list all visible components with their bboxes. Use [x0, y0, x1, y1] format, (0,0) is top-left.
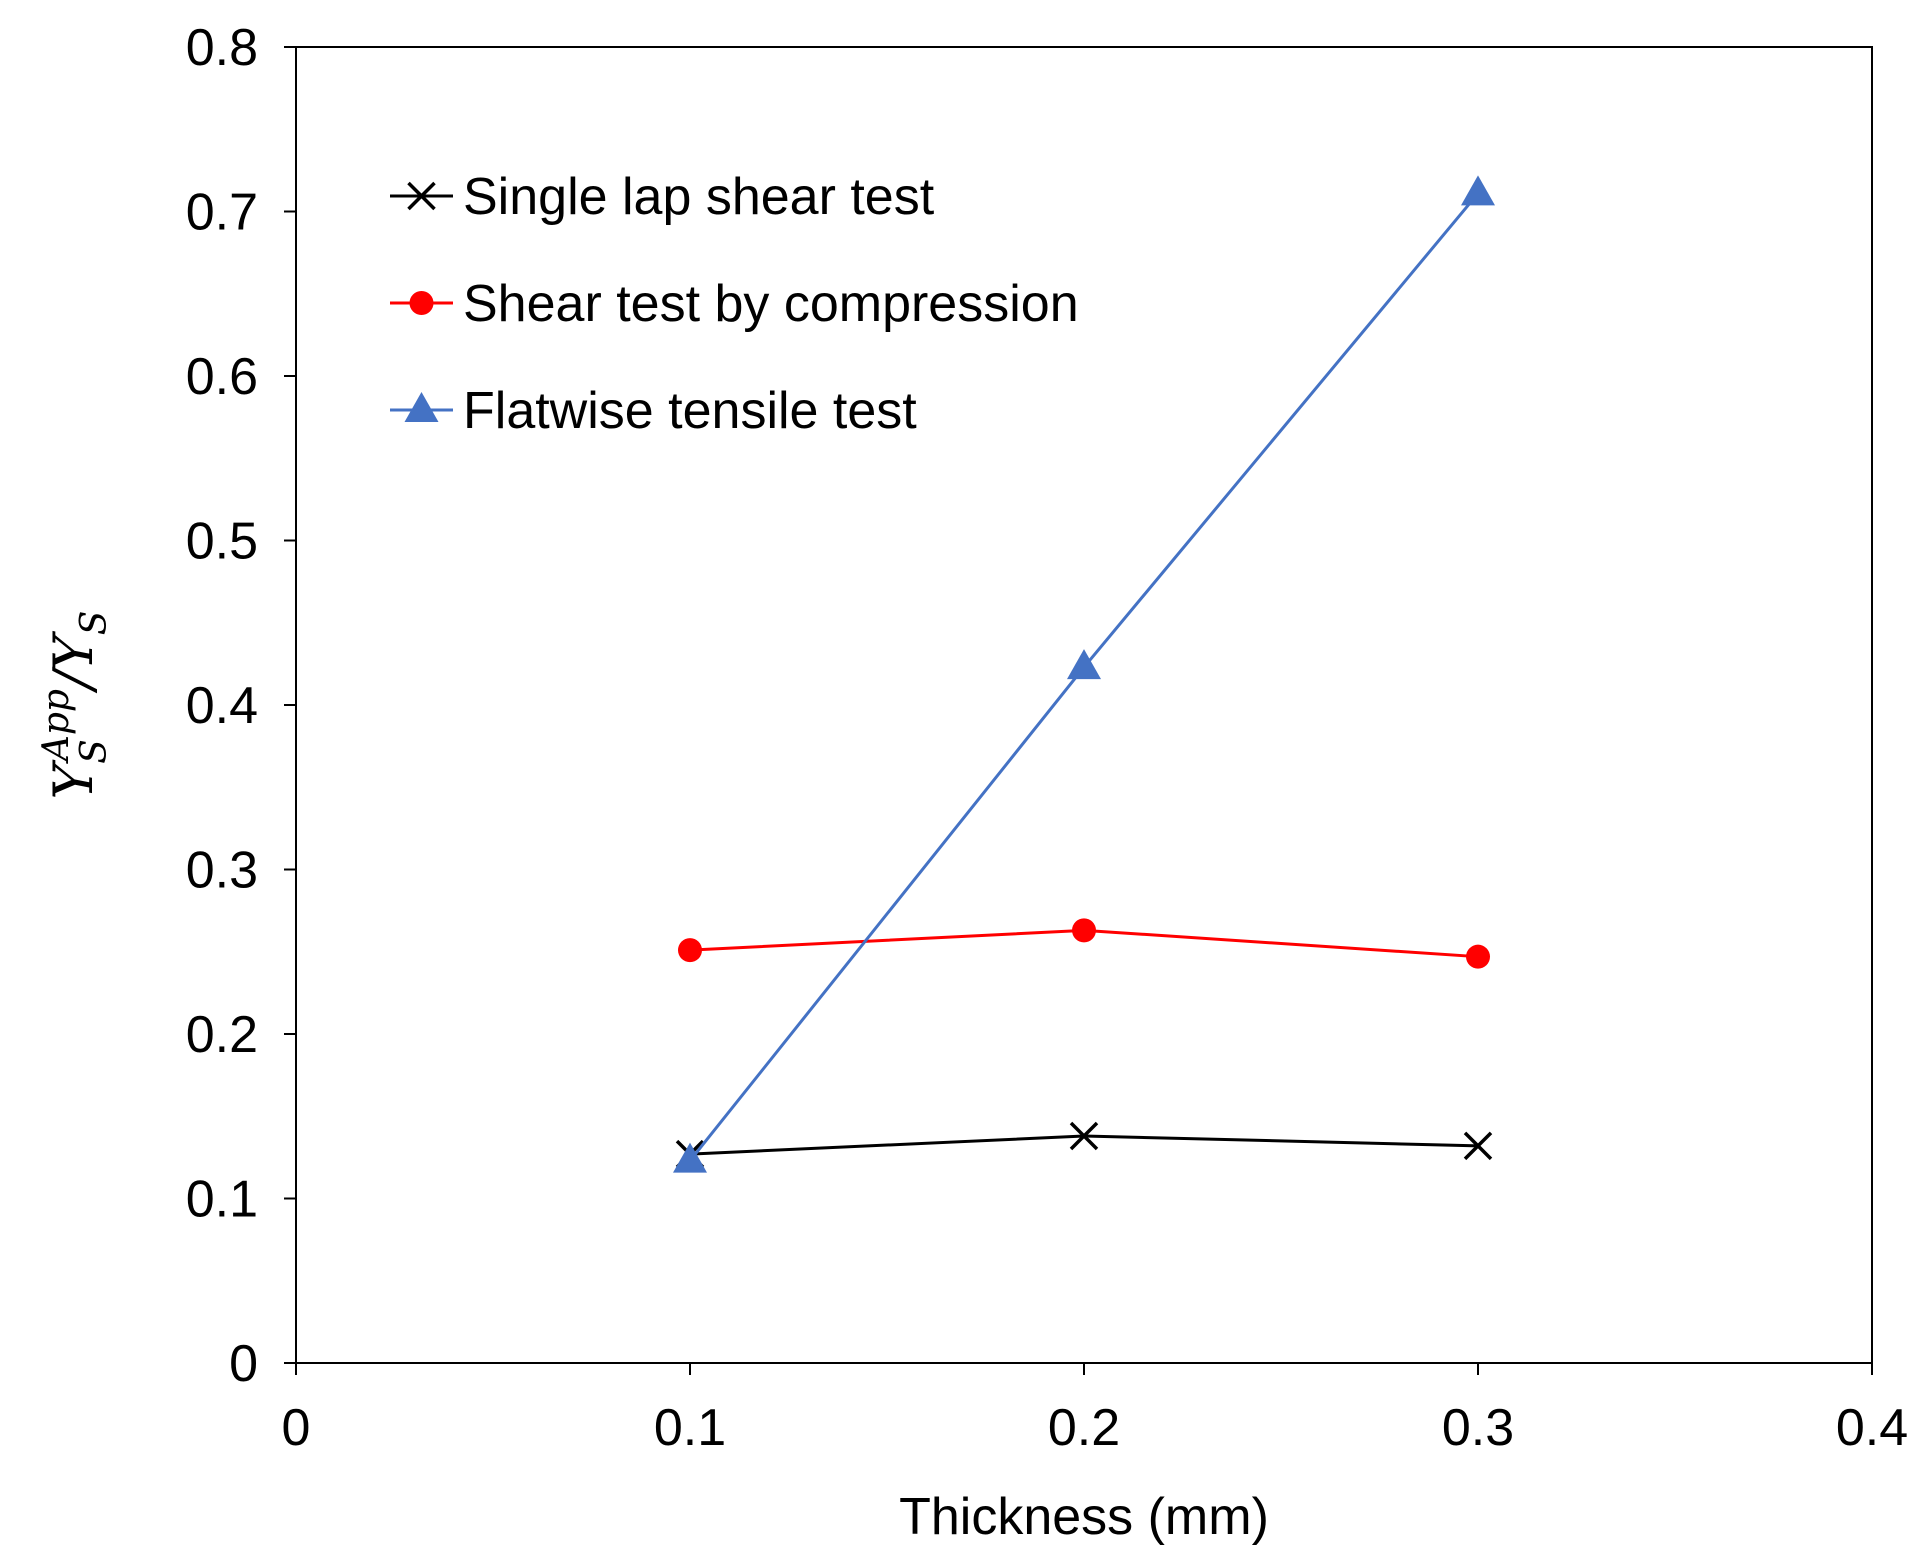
legend-marker [404, 392, 439, 422]
y-tick-label: 0.4 [186, 677, 258, 735]
legend-marker [407, 181, 436, 211]
legend-label: Shear test by compression [463, 275, 1079, 333]
y-tick-label: 0.7 [186, 184, 258, 242]
x-tick-label: 0 [282, 1399, 311, 1457]
y-tick-label: 0.2 [186, 1006, 258, 1064]
y-tick-label: 0.8 [186, 19, 258, 77]
y-tick-label: 0.1 [186, 1171, 258, 1229]
data-point [1072, 918, 1096, 943]
x-tick-label: 0.4 [1836, 1399, 1908, 1457]
series-x [675, 1121, 1493, 1169]
series-triangle [673, 175, 1495, 1173]
x-tick-label: 0.2 [1048, 1399, 1120, 1457]
legend-marker [409, 291, 434, 315]
x-tick-label: 0.1 [654, 1399, 726, 1457]
y-tick-label: 0.3 [186, 842, 258, 900]
y-tick-label: 0.6 [186, 348, 258, 406]
y-axis-title: YSApp/YS [36, 611, 115, 800]
x-tick-label: 0.3 [1442, 1399, 1514, 1457]
y-tick-label: 0 [229, 1335, 258, 1393]
legend-label: Flatwise tensile test [463, 382, 917, 440]
series-layer [673, 175, 1495, 1173]
legend-item: Single lap shear test [390, 168, 935, 226]
x-axis-title: Thickness (mm) [899, 1488, 1269, 1546]
data-point [1069, 1121, 1099, 1151]
y-axis-ticks: 0 0.1 0.2 0.3 0.4 0.5 0.6 0.7 0.8 [186, 19, 296, 1393]
series-circle [678, 918, 1490, 969]
legend-label: Single lap shear test [463, 168, 935, 226]
data-point [678, 938, 702, 963]
series-line [689, 1134, 1479, 1156]
legend-item: Flatwise tensile test [390, 382, 917, 440]
svg-text:YSApp/YS: YSApp/YS [36, 611, 115, 800]
y-tick-label: 0.5 [186, 513, 258, 571]
data-point [1067, 649, 1101, 680]
data-point [673, 1142, 707, 1173]
x-axis-ticks: 0 0.1 0.2 0.3 0.4 [282, 1363, 1908, 1457]
plot-area [295, 46, 1873, 1364]
data-point [1463, 1131, 1493, 1161]
data-point [1461, 175, 1495, 206]
data-point [1466, 944, 1490, 969]
legend: Single lap shear test Shear test by compr… [390, 168, 1079, 440]
legend-item: Shear test by compression [390, 275, 1079, 333]
